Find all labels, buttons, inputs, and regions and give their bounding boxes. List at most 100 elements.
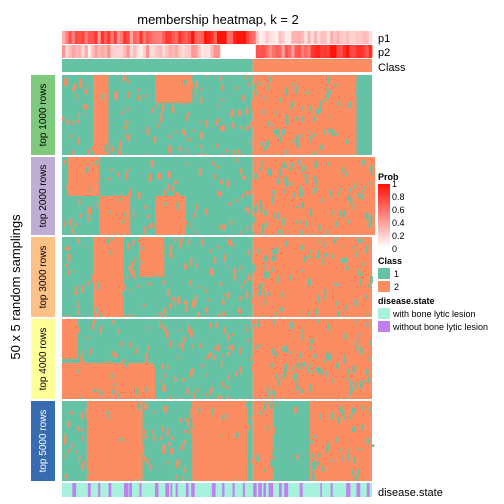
heatmap-cell: [261, 223, 265, 232]
legend-disease-with-swatch: [378, 308, 390, 319]
heatmap-cell: [351, 469, 355, 475]
heatmap-cell: [369, 339, 372, 346]
heatmap-block: [192, 401, 248, 481]
heatmap-cell: [263, 96, 265, 101]
heatmap-cell: [123, 212, 126, 217]
heatmap-cell: [137, 402, 141, 410]
heatmap-cell: [148, 282, 151, 286]
heatmap-cell: [290, 321, 294, 329]
heatmap-cell: [248, 208, 250, 215]
heatmap-cell: [200, 401, 203, 410]
heatmap-cell: [99, 455, 102, 462]
p2-cell: [249, 45, 253, 58]
heatmap-cell: [132, 269, 135, 277]
heatmap-cell: [185, 305, 188, 313]
heatmap-cell: [135, 387, 138, 396]
heatmap-cell: [318, 280, 321, 288]
heatmap-cell: [336, 310, 340, 317]
p1-cell: [178, 31, 182, 44]
heatmap-cell: [182, 185, 185, 191]
heatmap-cell: [265, 401, 268, 404]
heatmap-cell: [217, 343, 220, 351]
heatmap-cell: [112, 211, 115, 215]
heatmap-cell: [247, 338, 249, 344]
heatmap-cell: [302, 391, 305, 399]
p2-cell: [84, 45, 89, 58]
heatmap-cell: [72, 120, 75, 126]
heatmap-cell: [168, 457, 171, 462]
heatmap-cell: [137, 376, 140, 381]
p2-cell: [200, 45, 205, 58]
p2-cell: [239, 45, 244, 58]
heatmap-cell: [182, 238, 184, 242]
heatmap-cell: [105, 187, 109, 193]
heatmap-cell: [300, 269, 304, 273]
p2-cell: [74, 45, 79, 58]
p1-cell: [339, 31, 344, 44]
heatmap-cell: [357, 332, 359, 338]
heatmap-cell: [321, 197, 324, 203]
heatmap-base-class2: [252, 157, 372, 235]
heatmap-cell: [233, 150, 235, 156]
heatmap-cell: [355, 90, 357, 97]
heatmap-cell: [294, 413, 298, 421]
heatmap-cell: [184, 221, 188, 225]
heatmap-cell: [306, 408, 310, 412]
heatmap-cell: [96, 89, 99, 97]
p2-cell: [136, 45, 140, 58]
heatmap-cell: [153, 135, 156, 142]
prob-tick-label: 0.8: [392, 192, 405, 202]
p2-cell: [133, 45, 137, 58]
heatmap-cell: [234, 189, 238, 196]
heatmap-cell: [225, 385, 229, 389]
heatmap-cell: [299, 220, 303, 224]
p1-cell: [107, 31, 111, 44]
prob-scale-step: [378, 227, 390, 230]
heatmap-cell: [149, 185, 153, 188]
heatmap-cell: [104, 223, 108, 227]
group-1: top 1000 rows: [31, 75, 372, 160]
heatmap-cell: [111, 350, 113, 356]
prob-scale-step: [378, 231, 390, 235]
heatmap-cell: [127, 134, 130, 142]
heatmap-cell: [304, 379, 306, 387]
heatmap-cell: [186, 272, 190, 277]
heatmap-cell: [142, 219, 145, 222]
heatmap-cell: [346, 377, 349, 381]
heatmap-cell: [84, 104, 88, 110]
p1-cell: [126, 31, 131, 44]
disease-without-cell: [108, 483, 112, 497]
disease-without-cell: [191, 483, 195, 497]
heatmap-cell: [106, 275, 109, 284]
p2-cell: [307, 45, 312, 58]
heatmap-cell: [361, 239, 364, 243]
heatmap-cell: [103, 281, 105, 289]
p2-cell: [103, 45, 108, 58]
p2-cell: [349, 45, 354, 58]
heatmap-cell: [204, 153, 207, 157]
prob-scale-step: [378, 192, 390, 196]
p1-cell: [236, 31, 241, 44]
p2-cell: [233, 45, 237, 58]
group-separator: [62, 155, 372, 157]
p1-cell: [359, 31, 363, 44]
heatmap-cell: [251, 183, 254, 188]
heatmap-cell: [339, 210, 343, 218]
group-4: top 4000 rows: [31, 319, 372, 406]
legend-disease-title: disease.state: [378, 296, 435, 306]
heatmap-cell: [364, 107, 366, 112]
heatmap-cell: [298, 386, 301, 391]
p2-cell: [339, 45, 344, 58]
heatmap-cell: [143, 226, 146, 235]
heatmap-cell: [82, 111, 85, 115]
heatmap-cell: [316, 108, 320, 115]
heatmap-cell: [113, 464, 117, 472]
heatmap-cell: [98, 437, 101, 444]
p1-cell: [213, 31, 218, 44]
heatmap-cell: [320, 369, 323, 373]
heatmap-cell: [162, 450, 165, 455]
heatmap-base-class2: [252, 237, 372, 317]
prob-tick-label: 0.4: [392, 218, 405, 228]
heatmap-cell: [141, 309, 144, 317]
p1-cell: [307, 31, 312, 44]
